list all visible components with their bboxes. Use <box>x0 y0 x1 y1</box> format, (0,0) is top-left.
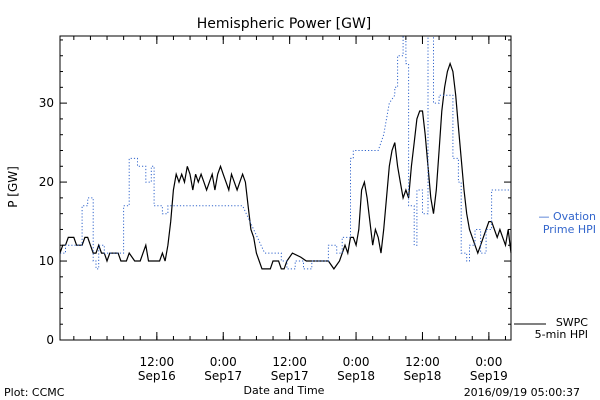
chart-title: Hemispheric Power [GW] <box>197 16 372 32</box>
y-tick-label: 10 <box>39 254 54 268</box>
legend-ovation: — Ovation Prime HPI <box>539 210 597 236</box>
x-tick-time-label: 0:00 <box>475 355 502 369</box>
x-tick-time-label: 12:00 <box>140 355 175 369</box>
y-tick-label: 20 <box>39 175 54 189</box>
legend-swpc: SWPC 5-min HPI <box>514 316 588 341</box>
y-axis-label: P [GW] <box>6 166 20 208</box>
x-axis-label: Date and Time <box>244 384 325 397</box>
legend-swpc-line2: 5-min HPI <box>535 328 588 341</box>
series-line-ovation-prime <box>60 35 511 270</box>
x-tick-time-label: 12:00 <box>405 355 440 369</box>
x-tick-date-label: Sep19 <box>470 369 508 383</box>
series-layer <box>59 35 512 270</box>
x-tick-date-label: Sep16 <box>138 369 176 383</box>
x-tick-time-label: 0:00 <box>210 355 237 369</box>
x-tick-date-label: Sep18 <box>337 369 375 383</box>
x-tick-date-label: Sep18 <box>404 369 442 383</box>
x-tick-date-label: Sep17 <box>271 369 309 383</box>
x-tick-time-label: 12:00 <box>272 355 307 369</box>
series-line-swpc <box>59 61 512 270</box>
y-ticks: 0 10 20 30 <box>39 39 511 347</box>
x-ticks: 12:00Sep160:00Sep1712:00Sep170:00Sep1812… <box>73 36 508 383</box>
legend-swpc-line1: SWPC <box>556 316 588 329</box>
plot-frame <box>59 35 512 341</box>
legend-ovation-line1: — Ovation <box>539 210 597 223</box>
x-tick-date-label: Sep17 <box>204 369 242 383</box>
y-tick-label: 0 <box>46 333 54 347</box>
legend-ovation-line2: Prime HPI <box>543 223 596 236</box>
x-tick-time-label: 0:00 <box>343 355 370 369</box>
y-tick-label: 30 <box>39 96 54 110</box>
footer-timestamp: 2016/09/19 05:00:37 <box>464 386 580 399</box>
footer-plot-credit: Plot: CCMC <box>4 386 65 399</box>
